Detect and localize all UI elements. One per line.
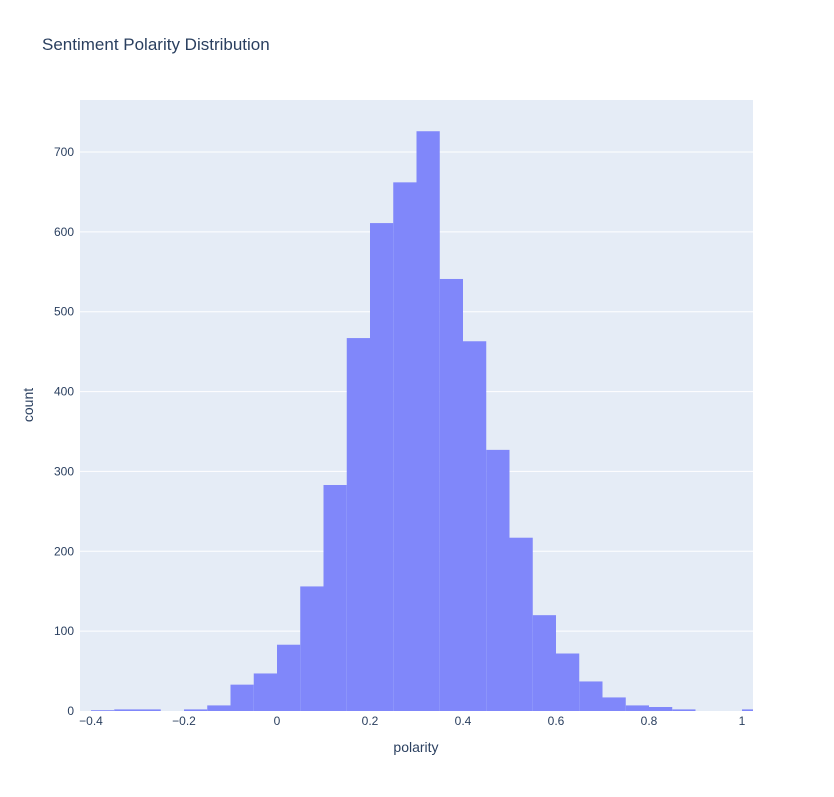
y-axis-title: count bbox=[20, 388, 36, 422]
y-tick-label: 600 bbox=[54, 225, 74, 239]
y-tick-label: 500 bbox=[54, 305, 74, 319]
histogram-bar[interactable] bbox=[207, 705, 231, 711]
histogram-bar[interactable] bbox=[556, 653, 580, 711]
histogram-bar[interactable] bbox=[509, 537, 533, 711]
y-tick-label: 0 bbox=[67, 704, 74, 718]
x-tick-label: 0 bbox=[274, 714, 281, 728]
y-tick-label: 400 bbox=[54, 385, 74, 399]
histogram-bar[interactable] bbox=[393, 182, 417, 712]
histogram-bar[interactable] bbox=[184, 709, 208, 711]
histogram-bar[interactable] bbox=[486, 449, 510, 711]
histogram-bar[interactable] bbox=[742, 709, 753, 711]
y-tick-label: 700 bbox=[54, 145, 74, 159]
x-tick-label: 0.2 bbox=[362, 714, 379, 728]
histogram-bar[interactable] bbox=[439, 278, 463, 711]
histogram-bar[interactable] bbox=[137, 709, 161, 711]
x-tick-label: −0.4 bbox=[79, 714, 103, 728]
y-tick-label: 100 bbox=[54, 624, 74, 638]
histogram-bar[interactable] bbox=[625, 705, 649, 711]
histogram-bar[interactable] bbox=[649, 707, 673, 711]
y-tick-label: 200 bbox=[54, 544, 74, 558]
histogram-bar[interactable] bbox=[323, 485, 347, 711]
x-tick-label: 0.6 bbox=[548, 714, 565, 728]
x-tick-label: −0.2 bbox=[172, 714, 196, 728]
y-tick-label: 300 bbox=[54, 464, 74, 478]
histogram-bar[interactable] bbox=[300, 586, 324, 711]
chart-title: Sentiment Polarity Distribution bbox=[42, 35, 270, 54]
histogram-bar[interactable] bbox=[370, 223, 394, 711]
x-tick-label: 0.8 bbox=[641, 714, 658, 728]
histogram-bar[interactable] bbox=[277, 644, 301, 711]
x-axis-ticks: −0.4 −0.2 0 0.2 0.4 0.6 0.8 1 bbox=[79, 714, 746, 728]
histogram-bar[interactable] bbox=[602, 697, 626, 711]
y-axis-ticks: 0 100 200 300 400 500 600 700 bbox=[54, 145, 74, 718]
x-axis-title: polarity bbox=[393, 739, 438, 755]
histogram-bar[interactable] bbox=[416, 131, 440, 712]
histogram-bar[interactable] bbox=[672, 709, 696, 711]
x-tick-label: 0.4 bbox=[455, 714, 472, 728]
histogram-bar[interactable] bbox=[91, 710, 115, 711]
histogram-bar[interactable] bbox=[114, 709, 138, 711]
histogram-bar[interactable] bbox=[463, 341, 487, 711]
histogram-bar[interactable] bbox=[579, 681, 603, 711]
histogram-bar[interactable] bbox=[253, 673, 277, 711]
histogram-bar[interactable] bbox=[230, 684, 254, 711]
histogram-bars bbox=[91, 131, 753, 712]
x-tick-label: 1 bbox=[739, 714, 746, 728]
histogram-bar[interactable] bbox=[346, 338, 370, 711]
histogram-bar[interactable] bbox=[532, 615, 556, 711]
